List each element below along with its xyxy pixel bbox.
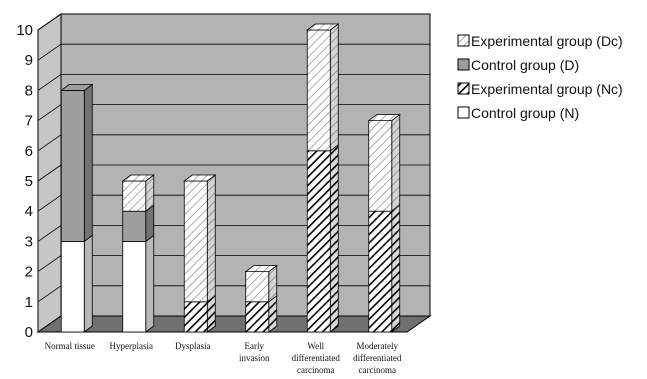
bars	[60, 23, 401, 333]
gridline	[37, 13, 62, 31]
y-tick-label: 4	[25, 203, 33, 220]
bar-segment	[306, 150, 331, 333]
bar-top	[121, 174, 155, 182]
y-axis-ticks: 0 1 2 3 4 5 6 7 8 9 10	[16, 22, 33, 341]
legend-swatch	[457, 58, 470, 71]
gridline	[37, 134, 62, 152]
bar-side	[83, 83, 93, 243]
bar-side	[391, 204, 401, 333]
x-tick-label: Early invasion	[239, 341, 270, 363]
bar-segment	[60, 90, 85, 242]
bar-side	[329, 144, 339, 333]
gridline	[37, 194, 62, 212]
legend-swatch	[457, 82, 470, 95]
bar-segment	[183, 180, 208, 303]
bar-segment	[122, 210, 147, 242]
bar-side	[83, 234, 93, 333]
legend: Experimental group (Dc) Control group (D)…	[457, 33, 623, 121]
gridline	[37, 74, 62, 91]
bar-segment	[245, 271, 270, 303]
x-tick-label: Well differentiated carcinoma	[292, 341, 341, 375]
y-tick-label: 9	[25, 52, 33, 69]
bar-top	[183, 174, 217, 182]
legend-label: Experimental group (Nc)	[471, 81, 623, 97]
bar-segment	[122, 240, 147, 333]
x-axis-ticks: Normal tissue Hyperplasia Dysplasia Early in…	[45, 341, 402, 375]
bar-segment	[245, 301, 270, 333]
bar-top	[367, 114, 401, 121]
legend-label: Control group (D)	[471, 57, 579, 73]
gridline	[37, 104, 62, 121]
legend-label: Experimental group (Dc)	[471, 33, 623, 49]
bar-segment	[368, 120, 393, 212]
legend-swatch	[457, 34, 470, 47]
gridline	[37, 225, 62, 242]
gridline	[37, 164, 62, 182]
bar-side	[206, 174, 216, 303]
x-tick-label: Normal tissue	[45, 341, 95, 351]
bar-side	[145, 234, 155, 333]
gridline	[37, 255, 62, 272]
y-tick-label: 10	[16, 22, 33, 39]
x-tick-label: Moderately differentiated carcinoma	[353, 341, 402, 375]
y-tick-label: 7	[25, 113, 33, 130]
bar-segment	[122, 180, 147, 212]
gridline	[37, 43, 62, 61]
bar-side	[391, 113, 401, 212]
x-tick-label: Hyperplasia	[110, 341, 153, 351]
y-tick-label: 6	[25, 143, 33, 160]
bar-top	[306, 23, 340, 31]
bar-segment	[183, 301, 208, 333]
y-tick-label: 5	[25, 173, 33, 190]
legend-swatch	[457, 106, 470, 119]
gridline	[37, 285, 62, 303]
bar-top	[244, 265, 278, 273]
bar-segment	[368, 210, 393, 333]
y-tick-label: 3	[25, 233, 33, 250]
y-tick-label: 2	[25, 264, 33, 281]
y-tick-label: 8	[25, 82, 33, 99]
y-tick-label: 0	[25, 324, 33, 341]
bar-segment	[60, 240, 85, 333]
bar-side	[329, 23, 339, 152]
bar-top	[60, 84, 94, 91]
x-tick-label: Dysplasia	[175, 341, 211, 351]
legend-label: Control group (N)	[471, 105, 579, 121]
bar-segment	[306, 29, 331, 152]
y-tick-label: 1	[25, 294, 33, 311]
